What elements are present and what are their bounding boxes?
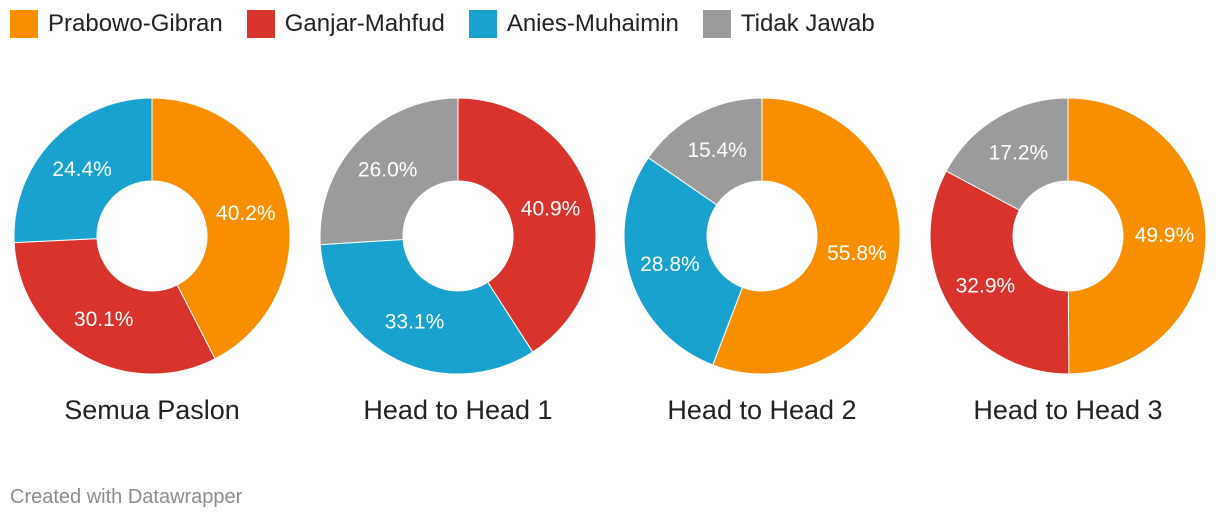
- slice-anies-muhaimin[interactable]: [13, 97, 153, 244]
- data-label-anies-muhaimin: 24.4%: [52, 158, 112, 181]
- data-label-anies-muhaimin: 33.1%: [385, 311, 445, 334]
- slice-prabowo-gibran[interactable]: [151, 97, 291, 360]
- data-label-tidak-jawab: 15.4%: [687, 139, 747, 162]
- data-label-prabowo-gibran: 49.9%: [1135, 224, 1195, 247]
- legend-label-ganjar-mahfud: Ganjar-Mahfud: [284, 10, 445, 37]
- credit-text[interactable]: Created with Datawrapper: [10, 486, 243, 508]
- donut-chart-head-to-head-1: 40.9% 33.1% 26.0% Head to Head 1: [319, 97, 597, 425]
- slice-ganjar-mahfud[interactable]: [929, 170, 1070, 375]
- legend-swatch-anies-muhaimin: [468, 10, 497, 38]
- donut-chart-head-to-head-2: 55.8% 28.8% 15.4% Head to Head 2: [623, 97, 901, 425]
- legend-item-tidak-jawab: Tidak Jawab: [702, 10, 875, 38]
- chart-title: Head to Head 2: [667, 395, 856, 425]
- slice-tidak-jawab[interactable]: [647, 97, 763, 206]
- legend-label-prabowo-gibran: Prabowo-Gibran: [48, 10, 223, 37]
- slice-anies-muhaimin[interactable]: [623, 157, 744, 366]
- legend-swatch-ganjar-mahfud: [246, 10, 275, 38]
- legend-item-prabowo-gibran: Prabowo-Gibran: [10, 10, 223, 38]
- slice-prabowo-gibran[interactable]: [712, 97, 901, 375]
- chart-legend: Prabowo-Gibran Ganjar-Mahfud Anies-Muhai…: [10, 8, 875, 40]
- slice-ganjar-mahfud[interactable]: [457, 97, 597, 353]
- legend-label-anies-muhaimin: Anies-Muhaimin: [506, 10, 679, 37]
- chart-title: Head to Head 1: [363, 395, 552, 425]
- slice-tidak-jawab[interactable]: [945, 97, 1069, 211]
- chart-title: Semua Paslon: [64, 395, 240, 425]
- slice-prabowo-gibran[interactable]: [1067, 97, 1207, 375]
- data-label-tidak-jawab: 26.0%: [358, 158, 418, 181]
- data-label-ganjar-mahfud: 40.9%: [521, 197, 581, 220]
- slice-anies-muhaimin[interactable]: [319, 238, 534, 375]
- legend-swatch-tidak-jawab: [702, 10, 731, 38]
- data-label-ganjar-mahfud: 30.1%: [74, 308, 134, 331]
- legend-item-anies-muhaimin: Anies-Muhaimin: [468, 10, 679, 38]
- slice-ganjar-mahfud[interactable]: [13, 238, 216, 375]
- slice-tidak-jawab[interactable]: [319, 97, 459, 246]
- data-label-anies-muhaimin: 28.8%: [640, 253, 700, 276]
- donut-chart-head-to-head-3: 49.9% 32.9% 17.2% Head to Head 3: [929, 97, 1207, 425]
- data-label-ganjar-mahfud: 32.9%: [956, 274, 1016, 297]
- data-label-tidak-jawab: 17.2%: [989, 142, 1049, 165]
- data-label-prabowo-gibran: 55.8%: [827, 242, 887, 265]
- chart-title: Head to Head 3: [973, 395, 1162, 425]
- legend-item-ganjar-mahfud: Ganjar-Mahfud: [246, 10, 445, 38]
- legend-swatch-prabowo-gibran: [10, 10, 38, 38]
- legend-label-tidak-jawab: Tidak Jawab: [740, 10, 875, 37]
- donut-chart-semua-paslon: 40.2% 30.1% 24.4% Semua Paslon: [13, 97, 291, 425]
- data-label-prabowo-gibran: 40.2%: [216, 202, 276, 225]
